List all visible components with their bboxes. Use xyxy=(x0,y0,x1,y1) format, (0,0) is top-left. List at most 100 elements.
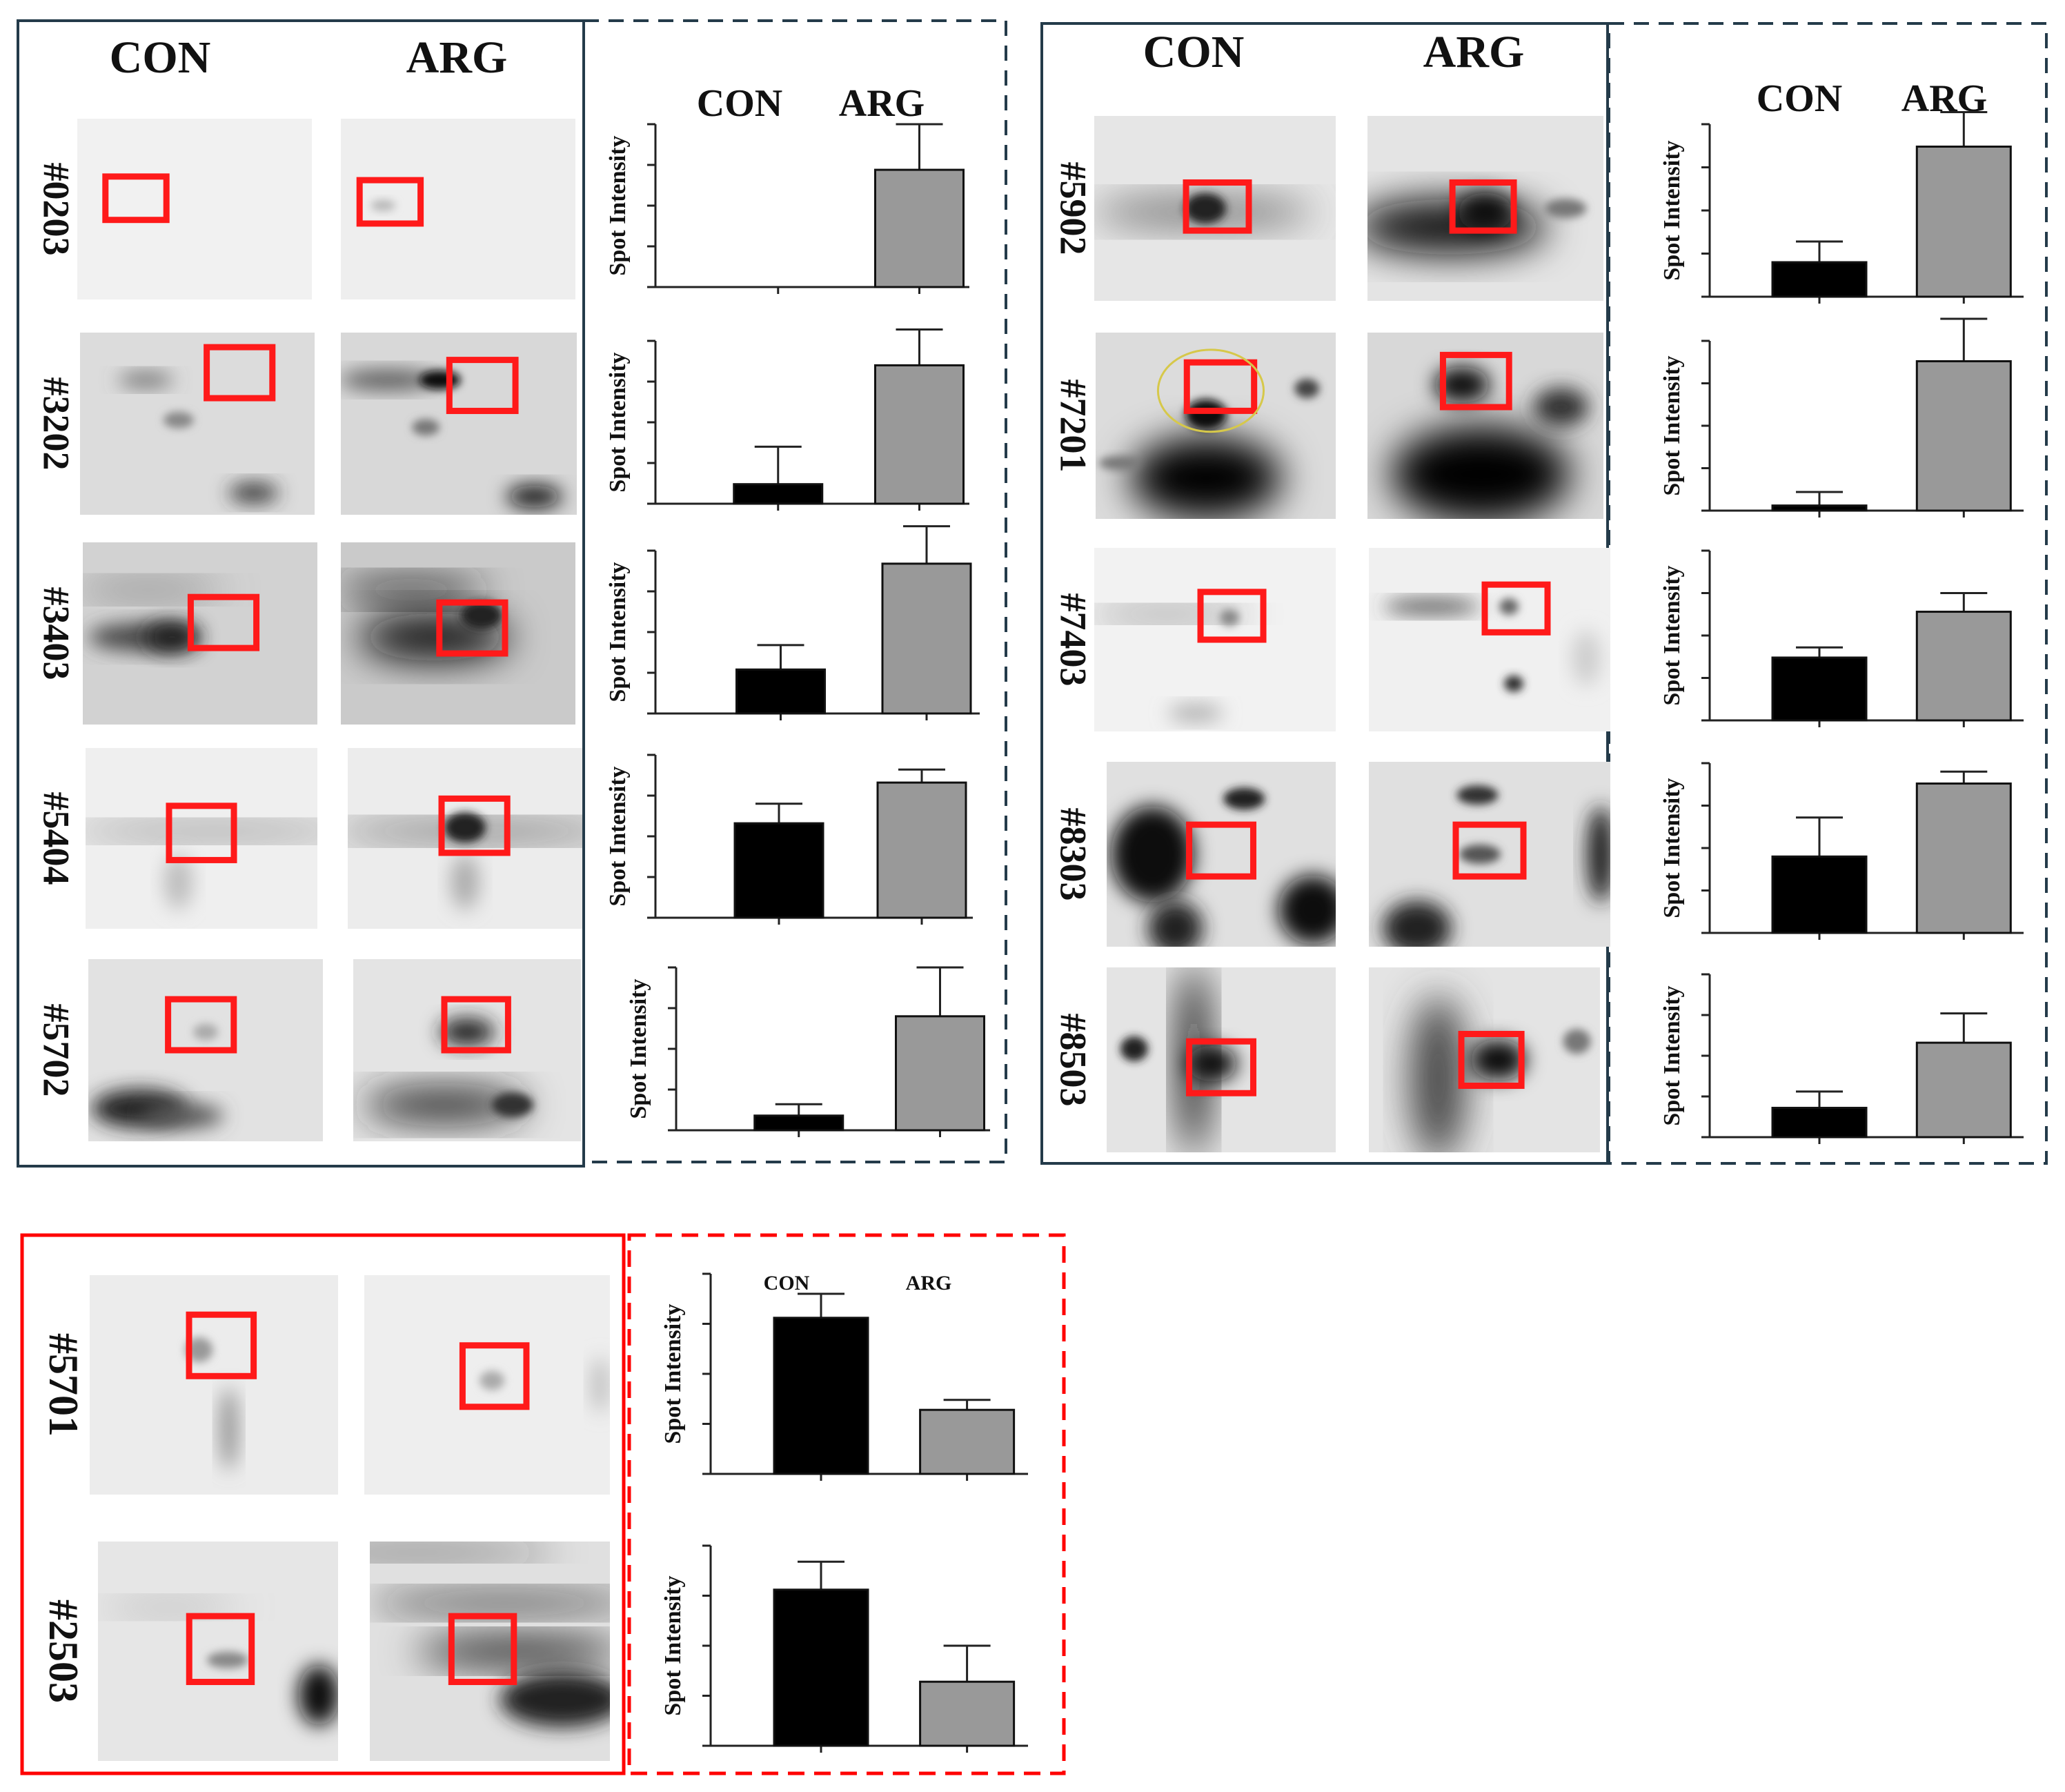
gel-7201-con-spot-0 xyxy=(1130,436,1283,519)
gel-5702-arg-spot-2 xyxy=(492,1092,533,1118)
gel-5701-con-highlight-box xyxy=(186,1311,257,1379)
gel-2503-arg-highlight-box xyxy=(448,1613,517,1686)
gel-images xyxy=(77,116,1610,1761)
gel-2503-con-background xyxy=(98,1542,338,1761)
chart-0203-ylabel: Spot Intensity xyxy=(605,135,631,275)
left-gel-header-arg: ARG xyxy=(406,32,508,83)
gel-7403-con-highlight-box xyxy=(1197,589,1267,643)
right-gel-header-arg: ARG xyxy=(1423,27,1525,77)
chart-5701-con-bar xyxy=(773,1317,869,1475)
chart-7201-arg-bar xyxy=(1915,360,2012,512)
chart-5902: Spot Intensity xyxy=(1659,111,2024,304)
gel-7403-arg-spot-3 xyxy=(1572,630,1600,686)
spot-label-5702: #5702 xyxy=(36,1004,77,1097)
gel-8503-con-spot-1 xyxy=(1120,1036,1148,1061)
chart-5701-arg-bar xyxy=(919,1408,1016,1475)
chart-5902-arg-bar xyxy=(1915,146,2012,298)
gel-8503-con-spot-2 xyxy=(1187,1045,1237,1082)
chart-5404: Spot Intensity xyxy=(605,754,973,925)
gel-8503-arg-spot-2 xyxy=(1563,1029,1591,1054)
gel-7201-arg-highlight-box xyxy=(1439,351,1512,411)
gel-5701-arg-spot-1 xyxy=(591,1357,609,1412)
gel-5404-arg-content xyxy=(348,812,582,909)
gel-7403-con-spot-1 xyxy=(1220,609,1239,627)
gel-5702-con-spot-2 xyxy=(193,1023,218,1041)
gel-8503-arg-spot-1 xyxy=(1470,1039,1526,1081)
gel-5702-con xyxy=(88,959,323,1141)
left-gel-panel-frame xyxy=(17,19,585,1168)
gel-2503-arg xyxy=(370,1542,610,1761)
gel-7403-arg-spot-1 xyxy=(1499,598,1519,616)
chart-3403: Spot Intensity xyxy=(605,525,980,720)
gel-0203-con xyxy=(77,119,312,299)
chart-5702-ylabel: Spot Intensity xyxy=(626,978,651,1119)
gel-3202-arg-spot-0 xyxy=(341,370,437,390)
gel-8303-arg-spot-3 xyxy=(1459,845,1501,864)
gel-2503-con-spot-2 xyxy=(298,1664,338,1726)
chart-3403-ylabel: Spot Intensity xyxy=(605,562,631,702)
spot-label-0203: #0203 xyxy=(36,163,77,256)
chart-3202-con-bar xyxy=(733,483,824,505)
gel-3202-con-spot-0 xyxy=(118,373,174,387)
bottom-chart-header-con: CON xyxy=(764,1272,810,1294)
gel-3202-con xyxy=(80,333,315,515)
gel-5702-arg-content xyxy=(362,1018,533,1122)
chart-3202-arg-bar xyxy=(874,364,965,505)
gel-3403-con xyxy=(83,542,317,725)
gel-3202-arg-spot-1 xyxy=(419,370,461,390)
chart-8303-con-bar xyxy=(1771,855,1868,934)
gel-8303-arg xyxy=(1369,762,1610,947)
gel-0203-con-highlight-box xyxy=(102,173,170,224)
chart-7201-ylabel: Spot Intensity xyxy=(1659,355,1685,495)
gel-3403-con-highlight-box xyxy=(187,593,260,651)
gel-8303-arg-spot-2 xyxy=(1587,806,1610,903)
left-chart-header-arg: ARG xyxy=(839,82,925,125)
chart-8503: Spot Intensity xyxy=(1659,973,2024,1144)
gel-3202-con-spot-2 xyxy=(228,483,279,503)
gel-7201-con-highlight-box xyxy=(1183,359,1258,414)
gel-3202-con-background xyxy=(80,333,315,515)
gel-8503-arg-highlight-box xyxy=(1458,1030,1525,1090)
gel-3403-arg xyxy=(341,542,575,725)
gel-5404-arg-highlight-box xyxy=(438,795,511,856)
right-gel-header-con: CON xyxy=(1143,27,1245,77)
gel-3202-con-spot-1 xyxy=(163,411,194,429)
gel-8303-con-content xyxy=(1111,787,1336,947)
chart-8303-ylabel: Spot Intensity xyxy=(1659,778,1685,918)
gel-5404-con-spot-0 xyxy=(86,824,317,838)
gel-8303-con-highlight-box xyxy=(1186,821,1256,880)
gel-7201-con-spot-2 xyxy=(1294,379,1320,398)
chart-7403-ylabel: Spot Intensity xyxy=(1659,565,1685,705)
gel-8503-arg-spot-0 xyxy=(1410,995,1466,1152)
gel-5902-arg-highlight-box xyxy=(1449,179,1517,234)
gel-5902-arg-content xyxy=(1367,193,1587,255)
chart-5404-arg-bar xyxy=(876,781,967,919)
gel-8303-arg-spot-1 xyxy=(1456,785,1499,805)
gel-2503-arg-spot-1 xyxy=(370,1593,610,1613)
gel-5404-arg xyxy=(348,748,582,929)
spot-label-7403: #7403 xyxy=(1053,593,1094,687)
gel-7201-arg xyxy=(1367,333,1603,519)
gel-8303-arg-spot-0 xyxy=(1383,900,1452,947)
spot-label-5404: #5404 xyxy=(36,792,77,885)
gel-3403-con-spot-2 xyxy=(144,622,200,653)
gel-8503-con-content xyxy=(1120,967,1237,1152)
gel-5902-con xyxy=(1094,116,1336,301)
gel-5701-con-spot-1 xyxy=(220,1387,237,1470)
gel-5404-con-highlight-box xyxy=(166,803,237,863)
gel-7201-con-content xyxy=(1098,379,1320,519)
gel-5902-con-content xyxy=(1094,193,1314,226)
bottom-gel-panel-frame xyxy=(20,1233,626,1775)
gel-2503-con-content xyxy=(101,1600,338,1726)
chart-5902-con-bar xyxy=(1771,261,1868,298)
chart-5701-ylabel: Spot Intensity xyxy=(660,1303,686,1444)
gel-2503-con-spot-0 xyxy=(101,1600,239,1615)
right-chart-header-con: CON xyxy=(1757,77,1842,120)
gel-3202-con-content xyxy=(118,373,279,503)
chart-5902-ylabel: Spot Intensity xyxy=(1659,140,1685,280)
gel-7403-con-spot-0 xyxy=(1094,608,1249,620)
gel-5702-con-spot-1 xyxy=(141,1103,224,1129)
gel-7403-arg-spot-0 xyxy=(1383,600,1480,614)
